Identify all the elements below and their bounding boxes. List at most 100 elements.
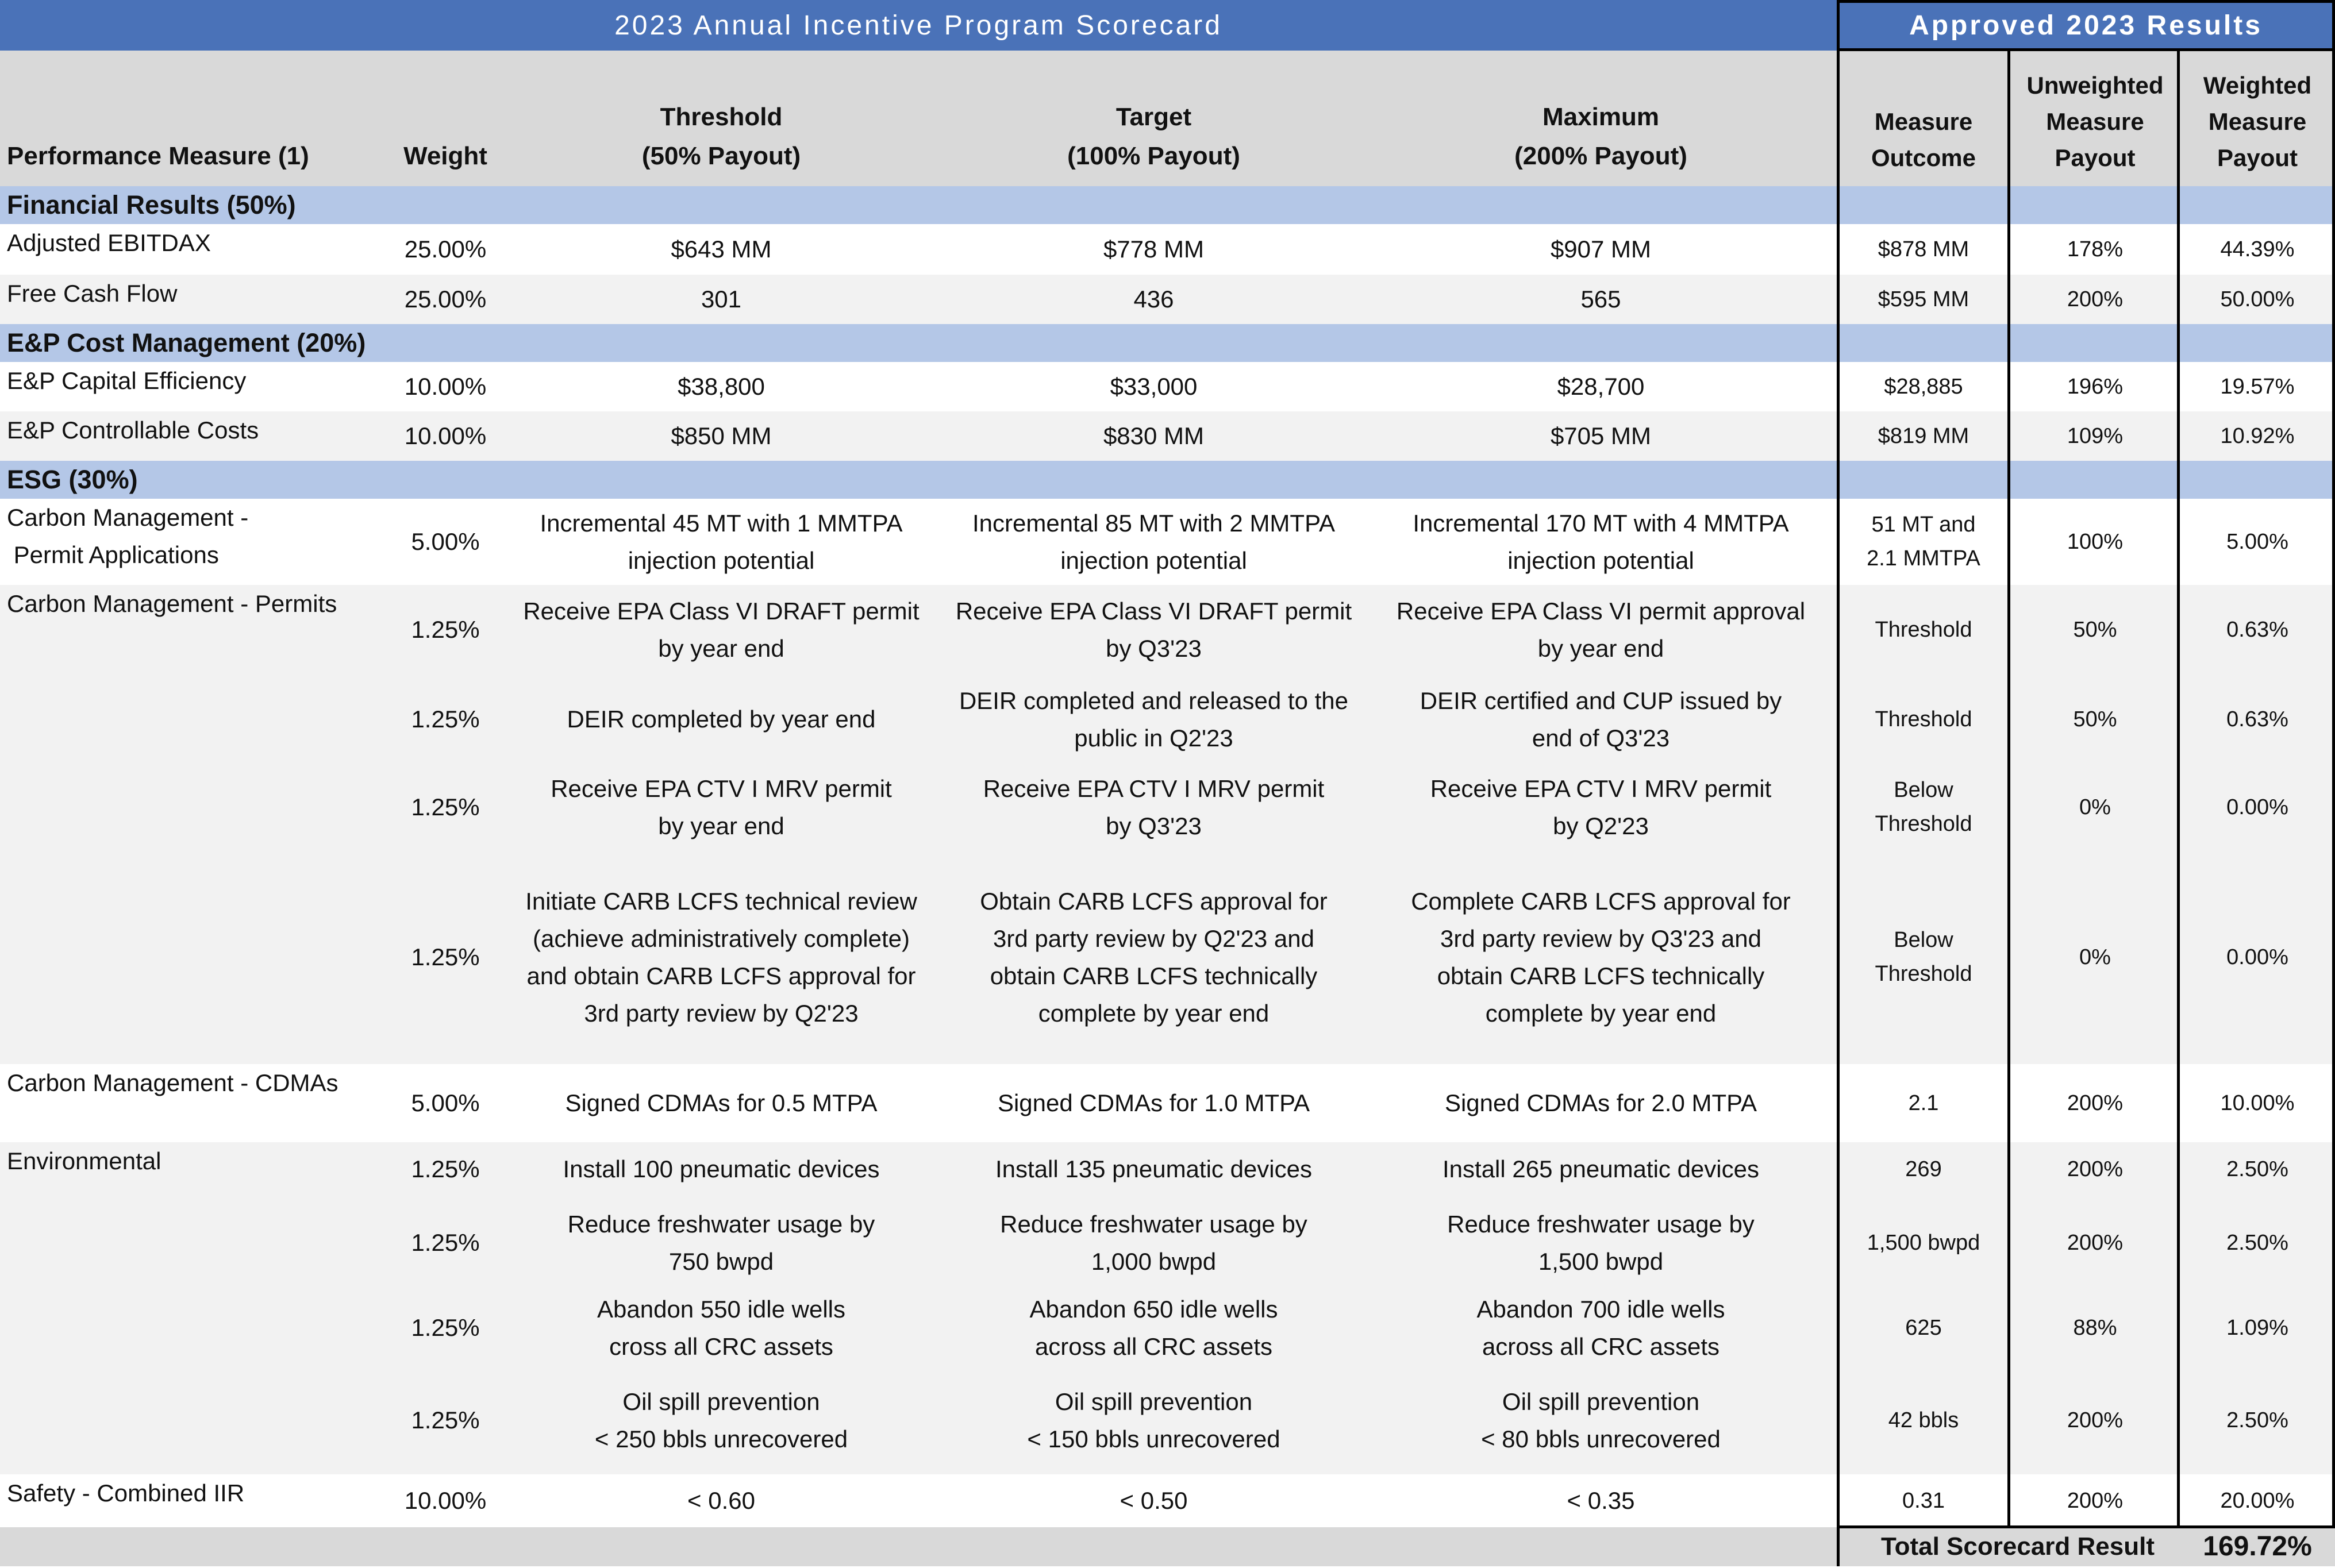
row-weighted-payout: 5.00% [2180, 499, 2335, 585]
row-target: Incremental 85 MT with 2 MMTPA injection … [943, 499, 1365, 585]
row-maximum: Oil spill prevention < 80 bbls unrecovere… [1365, 1366, 1837, 1474]
row-weighted-text: 0.00% [2226, 795, 2288, 819]
total-row [0, 1527, 2335, 1566]
row-unweighted-text: 178% [2067, 237, 2124, 261]
row-threshold: Oil spill prevention < 250 bbls unrecover… [500, 1366, 943, 1474]
column-header-label: (200% Payout) [1514, 141, 1687, 170]
row-measure-text: Adjusted EBITDAX [7, 229, 211, 256]
row-maximum-text: by Q2'23 [1553, 812, 1649, 839]
row-maximum-text: Oil spill prevention [1502, 1388, 1700, 1415]
row-weighted-payout: 50.00% [2180, 275, 2335, 324]
row-threshold: Receive EPA CTV I MRV permit by year end [500, 764, 943, 850]
row-threshold-text: cross all CRC assets [609, 1333, 833, 1360]
row-unweighted-text: 200% [2067, 1091, 2124, 1115]
row-weight: 10.00% [391, 1474, 500, 1527]
row-outcome: 51 MT and 2.1 MMTPA [1837, 499, 2010, 585]
row-target-text: Signed CDMAs for 1.0 MTPA [997, 1089, 1310, 1117]
row-outcome: Threshold [1837, 585, 2010, 675]
row-maximum: $705 MM [1365, 411, 1837, 461]
row-threshold-text: < 0.60 [687, 1487, 755, 1515]
row-target-text: < 0.50 [1120, 1487, 1188, 1515]
row-unweighted-text: 200% [2067, 287, 2124, 311]
row-maximum: $907 MM [1365, 224, 1837, 275]
row-maximum-text: complete by year end [1485, 1000, 1717, 1027]
section-bar [0, 461, 2335, 499]
row-target: Abandon 650 idle wells across all CRC ass… [943, 1289, 1365, 1366]
row-threshold-text: Reduce freshwater usage by [567, 1210, 875, 1238]
row-maximum-text: by year end [1537, 635, 1664, 662]
table-row [0, 499, 2335, 585]
row-threshold-text: Receive EPA Class VI DRAFT permit [523, 597, 920, 625]
row-maximum-text: Complete CARB LCFS approval for [1411, 887, 1791, 915]
column-header-threshold: Threshold (50% Payout) [500, 51, 943, 186]
row-weight-text: 1.25% [411, 616, 480, 644]
row-weight-text: 25.00% [404, 286, 487, 313]
row-threshold: Incremental 45 MT with 1 MMTPA injection … [500, 499, 943, 585]
row-target-text: public in Q2'23 [1074, 725, 1233, 752]
row-weight: 1.25% [391, 1142, 500, 1196]
row-weighted-payout: 10.00% [2180, 1064, 2335, 1142]
row-maximum-text: end of Q3'23 [1532, 725, 1670, 752]
row-target-text: Receive EPA CTV I MRV permit [983, 775, 1325, 802]
row-outcome: $819 MM [1837, 411, 2010, 461]
column-divider [1837, 0, 1840, 1566]
row-target-text: by Q3'23 [1106, 635, 1202, 662]
row-threshold-text: 301 [701, 286, 742, 313]
results-title-bar: Approved 2023 Results [1837, 0, 2335, 51]
row-target: $778 MM [943, 224, 1365, 275]
row-maximum-text: Signed CDMAs for 2.0 MTPA [1444, 1089, 1757, 1117]
row-unweighted-payout: 178% [2010, 224, 2180, 275]
row-weighted-payout: 2.50% [2180, 1196, 2335, 1289]
results-title: Approved 2023 Results [1909, 10, 2263, 41]
row-outcome-text: 2.1 MMTPA [1867, 546, 1980, 571]
row-weighted-payout: 2.50% [2180, 1366, 2335, 1474]
row-threshold-text: by year end [658, 812, 784, 839]
row-outcome-text: 51 MT and [1871, 513, 1976, 537]
row-threshold: Reduce freshwater usage by 750 bwpd [500, 1196, 943, 1289]
row-threshold-text: Signed CDMAs for 0.5 MTPA [565, 1089, 878, 1117]
row-maximum: Install 265 pneumatic devices [1365, 1142, 1837, 1196]
row-maximum-text: $705 MM [1550, 422, 1652, 450]
row-weighted-text: 10.00% [2220, 1091, 2295, 1115]
row-unweighted-text: 0% [2079, 945, 2111, 969]
table-row [0, 275, 2335, 324]
row-weighted-payout: 20.00% [2180, 1474, 2335, 1527]
table-row [0, 1366, 2335, 1474]
row-target-text: Receive EPA Class VI DRAFT permit [955, 597, 1352, 625]
row-maximum: Abandon 700 idle wells across all CRC ass… [1365, 1289, 1837, 1366]
row-outcome-text: 625 [1905, 1315, 1942, 1340]
row-weighted-text: 5.00% [2226, 529, 2288, 554]
row-target: Reduce freshwater usage by 1,000 bwpd [943, 1196, 1365, 1289]
table-row [0, 675, 2335, 764]
row-maximum-text: Incremental 170 MT with 4 MMTPA [1413, 509, 1789, 537]
row-outcome: 625 [1837, 1289, 2010, 1366]
section-label-text: ESG (30%) [7, 465, 138, 495]
row-maximum: $28,700 [1365, 362, 1837, 411]
row-weight: 1.25% [391, 1196, 500, 1289]
row-weight-text: 1.25% [411, 793, 480, 821]
row-target-text: Install 135 pneumatic devices [995, 1155, 1312, 1183]
row-outcome-text: Threshold [1875, 617, 1972, 642]
row-maximum-text: 1,500 bwpd [1538, 1248, 1664, 1275]
total-label: Total Scorecard Result [1837, 1527, 2180, 1566]
row-maximum-text: < 80 bbls unrecovered [1481, 1426, 1721, 1453]
row-threshold: Receive EPA Class VI DRAFT permit by year… [500, 585, 943, 675]
section-label: E&P Cost Management (20%) [0, 324, 862, 362]
row-threshold-text: Oil spill prevention [622, 1388, 820, 1415]
section-bar [0, 324, 2335, 362]
row-weighted-payout: 0.00% [2180, 764, 2335, 850]
row-weight: 5.00% [391, 1064, 500, 1142]
row-threshold-text: Receive EPA CTV I MRV permit [551, 775, 892, 802]
row-target-text: Oil spill prevention [1055, 1388, 1253, 1415]
row-threshold-text: Install 100 pneumatic devices [563, 1155, 880, 1183]
row-unweighted-payout: 200% [2010, 1366, 2180, 1474]
row-weight-text: 1.25% [411, 706, 480, 733]
row-weight: 1.25% [391, 850, 500, 1064]
row-target-text: $830 MM [1103, 422, 1205, 450]
scorecard-title: 2023 Annual Incentive Program Scorecard [614, 10, 1222, 41]
row-weighted-text: 0.63% [2226, 707, 2288, 731]
row-threshold-text: by year end [658, 635, 784, 662]
row-threshold: < 0.60 [500, 1474, 943, 1527]
row-measure-text: Safety - Combined IIR [7, 1480, 245, 1507]
row-threshold-text: Initiate CARB LCFS technical review [525, 887, 917, 915]
